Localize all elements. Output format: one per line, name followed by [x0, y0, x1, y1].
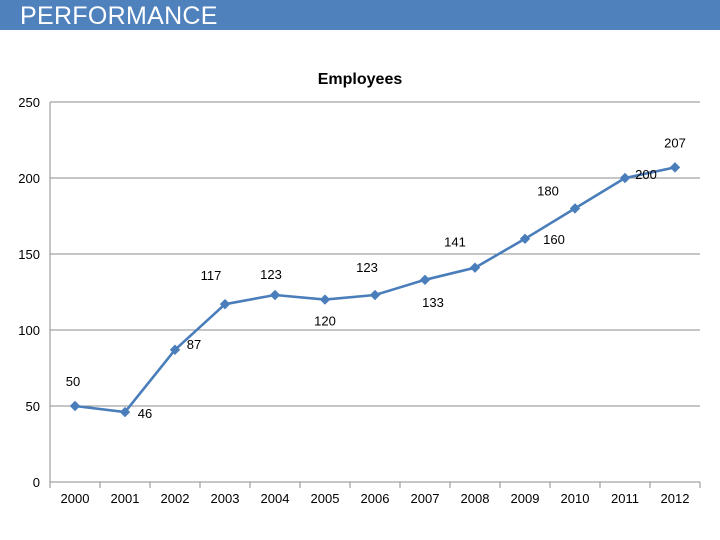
- x-tick-label-2002: 2002: [161, 491, 190, 506]
- x-tick-label-2000: 2000: [61, 491, 90, 506]
- x-tick-label-2010: 2010: [561, 491, 590, 506]
- x-tick-label-2007: 2007: [411, 491, 440, 506]
- chart-title: Employees: [318, 71, 403, 88]
- data-label-2003: 117: [201, 268, 222, 283]
- data-label-2007: 133: [422, 295, 444, 310]
- y-tick-label-50: 50: [26, 399, 40, 414]
- series-line-employees: [73, 166, 677, 414]
- data-point-2009: [519, 233, 531, 245]
- data-label-2008: 141: [444, 235, 466, 250]
- x-tick-label-2005: 2005: [311, 491, 340, 506]
- data-point-2000: [69, 400, 81, 412]
- data-point-2001: [119, 406, 131, 418]
- y-tick-label-150: 150: [18, 247, 40, 262]
- data-label-2011: 200: [635, 167, 657, 182]
- page-title: PERFORMANCE: [20, 2, 218, 30]
- x-tick-label-2003: 2003: [211, 491, 240, 506]
- y-tick-label-200: 200: [18, 171, 40, 186]
- header-bar: PERFORMANCE: [0, 0, 720, 30]
- data-point-2005: [319, 294, 331, 305]
- data-point-2004: [269, 289, 281, 301]
- y-tick-label-100: 100: [18, 323, 40, 338]
- data-label-2005: 120: [314, 314, 336, 329]
- data-label-2006: 123: [356, 260, 378, 275]
- data-label-2009: 160: [543, 232, 565, 247]
- data-label-2004: 123: [260, 267, 282, 282]
- y-tick-label-250: 250: [18, 95, 40, 110]
- data-point-2003: [219, 298, 231, 310]
- data-point-2002: [169, 344, 181, 355]
- data-labels: 50 46 87 117 123 120 123 133 141 160 180 200 207: [66, 135, 686, 421]
- data-point-2011: [619, 172, 631, 184]
- y-tick-label-0: 0: [33, 475, 40, 490]
- x-tick-label-2001: 2001: [111, 491, 140, 506]
- x-tick-label-2009: 2009: [511, 491, 540, 506]
- data-point-2006: [369, 289, 381, 301]
- axes: 0 50 100 150 200 250 2000 2001 2002 2003 2004 2005 2…: [18, 95, 701, 506]
- x-tick-label-2004: 2004: [261, 491, 290, 506]
- series-line: [73, 166, 677, 414]
- x-tick-label-2006: 2006: [361, 491, 390, 506]
- data-markers: [69, 162, 681, 418]
- data-label-2012: 207: [664, 135, 686, 150]
- data-point-2007: [419, 274, 431, 286]
- data-label-2010: 180: [537, 183, 559, 198]
- gridlines: [50, 101, 700, 407]
- data-label-2001: 46: [138, 406, 152, 421]
- x-tick-label-2012: 2012: [661, 491, 690, 506]
- x-tick-label-2011: 2011: [611, 491, 639, 506]
- data-point-2010: [569, 203, 581, 214]
- data-point-2008: [469, 262, 481, 273]
- data-label-2000: 50: [66, 374, 80, 389]
- data-point-2012: [669, 162, 681, 173]
- x-tick-label-2008: 2008: [461, 491, 490, 506]
- data-label-2002: 87: [187, 337, 201, 352]
